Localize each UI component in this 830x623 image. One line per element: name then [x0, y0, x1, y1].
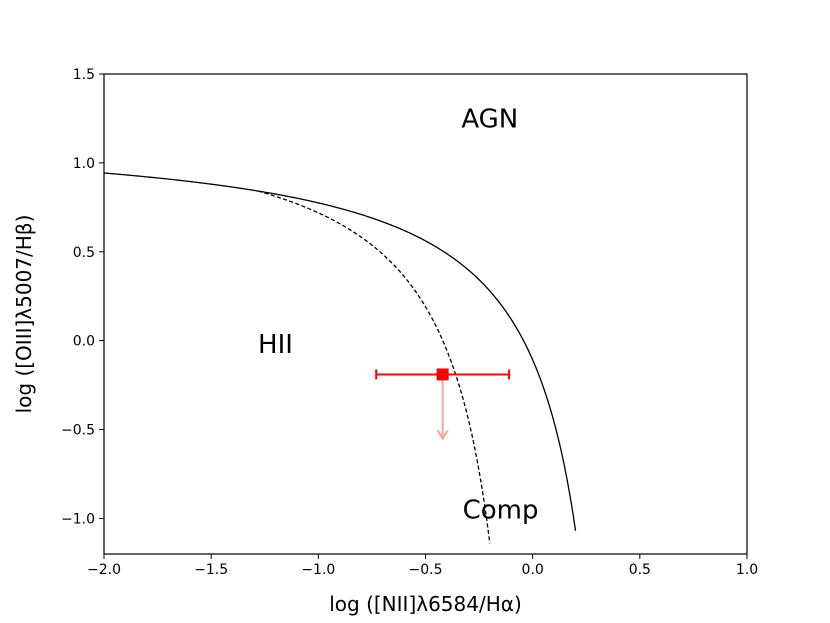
- kewley-curve: [104, 172, 577, 531]
- y-tick-label: −1.0: [61, 511, 95, 527]
- x-axis-ticks: −2.0 −1.5 −1.0 −0.5 0.0 0.5 1.0: [87, 554, 758, 578]
- x-tick-label: 1.0: [736, 562, 758, 578]
- kauffmann-curve: [258, 190, 491, 544]
- region-label-hii: HII: [258, 330, 293, 360]
- y-tick-label: −0.5: [61, 423, 95, 439]
- y-tick-label: 0.0: [73, 334, 95, 350]
- data-points: [375, 368, 511, 441]
- demarcation-curves: [104, 172, 577, 544]
- y-tick-label: 1.5: [73, 67, 95, 83]
- x-axis-label: log ([NII]λ6584/Hα): [329, 592, 522, 616]
- plot-frame: [103, 73, 748, 555]
- region-label-comp: Comp: [463, 496, 539, 526]
- data-point-marker: [436, 368, 449, 381]
- y-axis-label: log ([OIII]λ5007/Hβ): [12, 215, 36, 414]
- x-tick-label: 0.5: [629, 562, 651, 578]
- x-tick-label: −0.5: [409, 562, 443, 578]
- upper-limit-arrow-head: [436, 429, 449, 441]
- region-labels: AGN HII Comp: [258, 104, 538, 525]
- x-tick-label: 0.0: [522, 562, 544, 578]
- x-tick-label: −2.0: [87, 562, 121, 578]
- y-tick-label: 1.0: [73, 156, 95, 172]
- region-label-agn: AGN: [461, 104, 518, 134]
- x-tick-label: −1.5: [194, 562, 228, 578]
- y-tick-label: 0.5: [73, 245, 95, 261]
- x-tick-label: −1.0: [301, 562, 335, 578]
- y-axis-ticks: −1.0 −0.5 0.0 0.5 1.0 1.5: [61, 67, 104, 527]
